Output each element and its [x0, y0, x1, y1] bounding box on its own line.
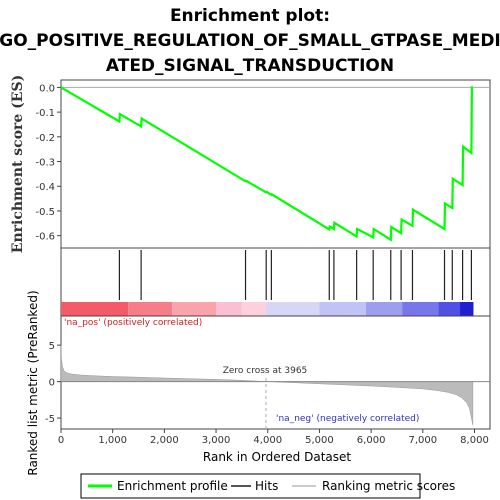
es-y-tick-label: -0.5	[35, 207, 55, 218]
ranked-list-heat-bar	[61, 302, 474, 316]
x-tick-label: 1,000	[98, 435, 127, 446]
heat-bar-segment	[265, 302, 320, 316]
metric-y-axis-title: Ranked list metric (PreRanked)	[26, 290, 40, 475]
hits-group	[118, 250, 472, 300]
chart-title-line-3: ATED_SIGNAL_TRANSDUCTION	[106, 56, 394, 76]
chart-title-line-2: GO_POSITIVE_REGULATION_OF_SMALL_GTPASE_M…	[0, 31, 500, 51]
es-y-tick-label: -0.6	[35, 232, 55, 243]
metric-y-tick-label: -5	[45, 414, 55, 425]
es-y-tick-label: -0.2	[35, 133, 55, 144]
es-y-tick-label: -0.1	[35, 108, 55, 119]
heat-bar-segment	[241, 302, 266, 316]
es-y-tick-label: 0.0	[39, 83, 55, 94]
heat-bar-segment	[172, 302, 217, 316]
x-tick-label: 2,000	[150, 435, 179, 446]
heat-bar-segment	[365, 302, 403, 316]
ranking-metric-area	[60, 345, 474, 426]
x-tick-label: 3,000	[202, 435, 231, 446]
legend-label-hits: Hits	[255, 479, 278, 493]
heat-bar-segment	[128, 302, 173, 316]
heat-bar-segment	[319, 302, 366, 316]
zero-cross-label: Zero cross at 3965	[223, 366, 308, 376]
legend-label-enrichment-profile: Enrichment profile	[117, 479, 228, 493]
es-y-axis-title: Enrichment score (ES)	[10, 75, 26, 253]
negative-correlation-label: 'na_neg' (negatively correlated)	[276, 414, 419, 424]
x-tick-label: 8,000	[460, 435, 489, 446]
positive-correlation-label: 'na_pos' (positively correlated)	[64, 318, 202, 328]
x-tick-label: 6,000	[357, 435, 386, 446]
es-y-ticks: 0.0 -0.1 -0.2 -0.3 -0.4 -0.5 -0.6	[35, 83, 61, 243]
es-panel-frame	[60, 79, 491, 249]
metric-y-ticks: -5 0 5	[45, 341, 61, 425]
x-tick-label: 7,000	[408, 435, 437, 446]
heat-bar-segment	[402, 302, 439, 316]
es-y-tick-label: -0.3	[35, 158, 55, 169]
legend-label-ranking-metric: Ranking metric scores	[322, 479, 455, 493]
heat-bar-segment	[61, 302, 129, 316]
x-tick-label: 0	[58, 435, 64, 446]
heat-bar-segment	[460, 302, 474, 316]
enrichment-profile-line	[60, 86, 473, 242]
x-tick-label: 4,000	[253, 435, 282, 446]
metric-y-tick-label: 5	[49, 341, 55, 352]
x-axis-ticks: 0 1,000 2,000 3,000 4,000 5,000 6,000 7,000 8,00…	[58, 429, 489, 446]
heat-bar-segment	[438, 302, 461, 316]
es-y-tick-label: -0.4	[35, 182, 55, 193]
heat-bar-segment	[216, 302, 242, 316]
x-tick-label: 5,000	[305, 435, 334, 446]
metric-y-tick-label: 0	[49, 378, 55, 389]
x-axis-title: Rank in Ordered Dataset	[203, 450, 351, 464]
chart-title-line-1: Enrichment plot:	[170, 6, 330, 26]
metric-panel-frame	[60, 315, 491, 430]
